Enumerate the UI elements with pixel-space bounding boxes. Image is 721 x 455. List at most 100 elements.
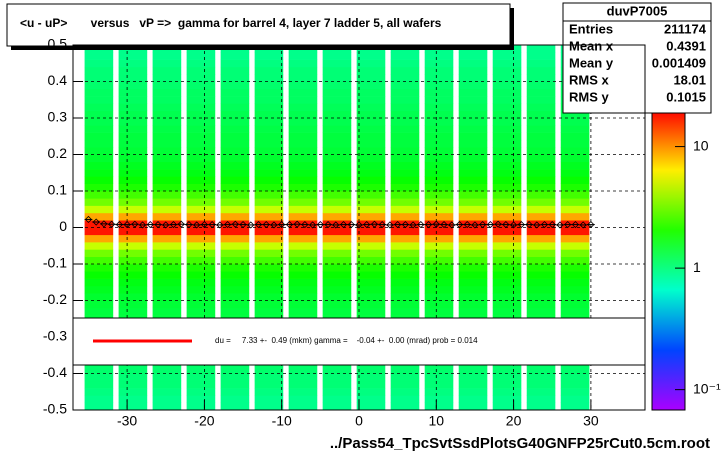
heat-cell	[186, 118, 216, 126]
heat-cell	[118, 103, 148, 111]
profile-point	[154, 221, 162, 229]
stats-label: Entries	[569, 21, 613, 36]
profile-point	[471, 221, 479, 229]
heat-cell	[220, 380, 250, 389]
heat-cell	[220, 161, 250, 170]
heat-cell	[458, 293, 488, 301]
heat-cell	[492, 139, 522, 148]
heat-cell	[492, 234, 522, 243]
heat-cell	[526, 256, 556, 265]
heat-cell	[220, 198, 250, 206]
heat-cell	[390, 139, 420, 148]
heat-cell	[288, 191, 318, 199]
heat-cell	[152, 198, 182, 206]
heat-cell	[84, 285, 114, 294]
heat-cell	[118, 307, 148, 316]
heat-cell	[84, 373, 114, 382]
heat-cell	[390, 285, 420, 294]
heat-cell	[288, 395, 318, 403]
heat-cell	[186, 285, 216, 294]
profile-point	[285, 221, 293, 229]
heat-cell	[356, 125, 386, 133]
heat-cell	[424, 161, 454, 170]
heat-cell	[356, 300, 386, 309]
heat-cell	[220, 271, 250, 279]
heat-cell	[118, 271, 148, 279]
heat-cell	[424, 205, 454, 214]
heat-cell	[254, 271, 284, 279]
heat-cell	[458, 74, 488, 82]
heat-cell	[458, 59, 488, 68]
color-bar	[651, 109, 686, 411]
heat-cell	[356, 264, 386, 272]
heat-cell	[492, 81, 522, 90]
heat-cell	[526, 154, 556, 163]
heat-cell	[526, 81, 556, 90]
heat-cell	[152, 74, 182, 82]
profile-point	[463, 221, 471, 229]
heat-cell	[322, 198, 352, 206]
heat-cell	[390, 293, 420, 301]
heat-cell	[84, 139, 114, 148]
heat-cell	[526, 366, 556, 374]
heat-cell	[492, 256, 522, 265]
heat-cell	[390, 125, 420, 133]
heat-cell	[118, 74, 148, 82]
heat-cell	[390, 132, 420, 141]
heat-cell	[84, 380, 114, 389]
heat-cell	[560, 271, 590, 279]
profile-point	[347, 221, 355, 229]
heat-cell	[458, 373, 488, 382]
profile-point	[239, 221, 247, 229]
heat-cell	[356, 154, 386, 163]
heat-cell	[84, 307, 114, 316]
heat-cell	[458, 88, 488, 97]
heat-cell	[322, 66, 352, 75]
heat-cell	[526, 161, 556, 170]
heat-cell	[560, 205, 590, 214]
heat-cell	[186, 154, 216, 163]
heat-cell	[288, 183, 318, 192]
heat-cell	[560, 161, 590, 170]
profile-point	[301, 221, 309, 229]
profile-point	[417, 221, 425, 229]
heat-cell	[492, 198, 522, 206]
x-axis-label: ../Pass54_TpcSvtSsdPlotsG40GNFP25rCut0.5…	[330, 435, 710, 452]
heat-cell	[84, 402, 114, 411]
heat-cell	[84, 66, 114, 75]
heat-cell	[458, 388, 488, 396]
heat-cell	[458, 191, 488, 199]
heat-cell	[492, 242, 522, 250]
heat-cell	[288, 161, 318, 170]
heat-cell	[458, 81, 488, 90]
heat-cell	[220, 395, 250, 403]
heat-cell	[492, 227, 522, 236]
heat-cell	[288, 96, 318, 104]
heat-cell	[288, 278, 318, 287]
heat-cell	[526, 380, 556, 389]
heat-cell	[254, 88, 284, 97]
heat-cell	[560, 220, 590, 228]
heat-cell	[186, 139, 216, 148]
heat-cell	[186, 366, 216, 374]
heat-cell	[288, 118, 318, 126]
heat-cell	[118, 212, 148, 221]
heat-cell	[288, 205, 318, 214]
heat-cell	[424, 154, 454, 163]
heat-cell	[220, 183, 250, 192]
z-tick-label: 10⁻¹	[693, 380, 721, 396]
heat-cell	[492, 88, 522, 97]
heat-cell	[118, 110, 148, 119]
heat-cell	[152, 402, 182, 411]
heat-cell	[186, 74, 216, 82]
heat-cell	[254, 366, 284, 374]
heat-cell	[220, 212, 250, 221]
heat-cell	[288, 402, 318, 411]
heat-cell	[390, 176, 420, 184]
heat-cell	[152, 264, 182, 272]
heat-cell	[424, 103, 454, 111]
heat-cell	[492, 161, 522, 170]
heat-cell	[186, 242, 216, 250]
heat-cell	[526, 293, 556, 301]
heat-cell	[288, 125, 318, 133]
